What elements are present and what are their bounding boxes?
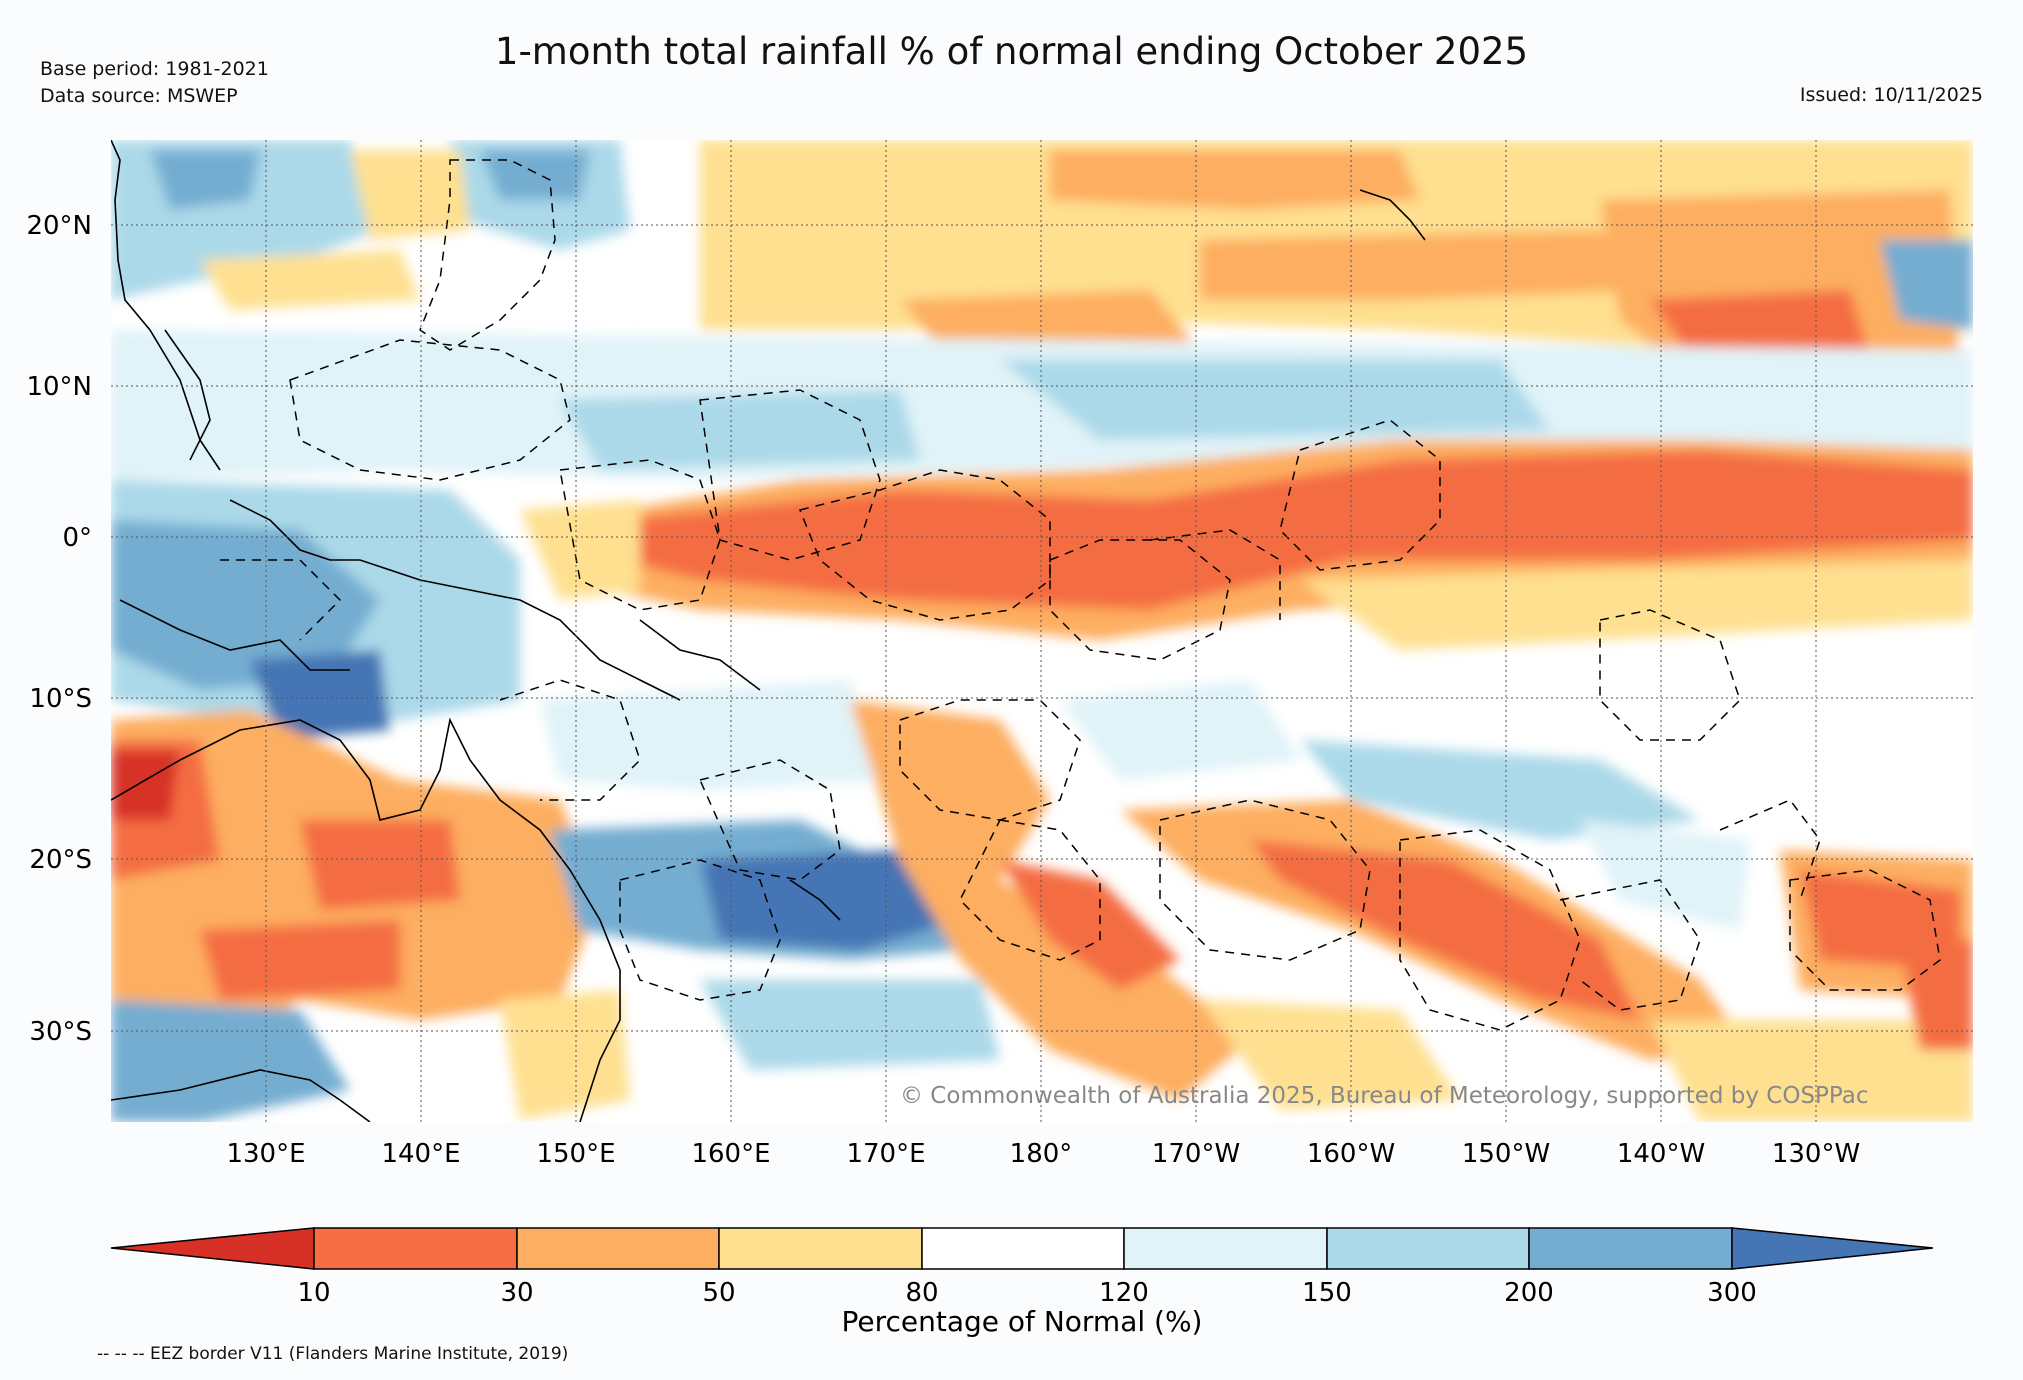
map-area: © Commonwealth of Australia 2025, Bureau…	[111, 140, 1973, 1122]
longitude-labels: 130°E 140°E 150°E 160°E 170°E 180° 170°W…	[226, 1139, 1860, 1169]
colorbar-segment	[921, 1227, 1125, 1270]
lon-label: 170°E	[846, 1139, 925, 1169]
lon-label: 170°W	[1152, 1139, 1240, 1169]
colorbar-segment	[516, 1227, 720, 1270]
data-source: Data source: MSWEP	[40, 85, 238, 107]
page-title: 1-month total rainfall % of normal endin…	[494, 30, 1529, 73]
map-metadata: Base period: 1981-2021 Data source: MSWE…	[40, 56, 269, 110]
colorbar-tick: 200	[1504, 1278, 1554, 1308]
colorbar-extend-low	[110, 1227, 315, 1270]
lat-label: 10°N	[26, 372, 92, 402]
colorbar-segment	[1528, 1227, 1733, 1270]
colorbar-segment	[1123, 1227, 1328, 1270]
colorbar	[110, 1227, 1934, 1270]
lat-label: 0°	[62, 523, 92, 553]
colorbar-ticks: 10 30 50 80 120 150 200 300	[297, 1278, 1756, 1308]
graticule	[111, 140, 1973, 1122]
lon-label: 130°W	[1772, 1139, 1860, 1169]
lat-label: 20°N	[26, 211, 92, 241]
colorbar-extend-high	[1731, 1227, 1934, 1270]
lon-label: 160°W	[1307, 1139, 1395, 1169]
colorbar-segment	[313, 1227, 518, 1270]
base-period: Base period: 1981-2021	[40, 58, 269, 80]
lon-label: 140°W	[1617, 1139, 1705, 1169]
lon-label: 160°E	[691, 1139, 770, 1169]
lon-label: 130°E	[226, 1139, 305, 1169]
colorbar-tick: 50	[702, 1278, 735, 1308]
colorbar-segment	[1326, 1227, 1530, 1270]
colorbar-tick: 150	[1302, 1278, 1352, 1308]
lat-label: 10°S	[29, 684, 92, 714]
lon-label: 150°E	[536, 1139, 615, 1169]
copyright-text: © Commonwealth of Australia 2025, Bureau…	[900, 1083, 1869, 1109]
colorbar-title: Percentage of Normal (%)	[842, 1305, 1203, 1338]
colorbar-segment	[718, 1227, 923, 1270]
lon-label: 140°E	[381, 1139, 460, 1169]
eez-legend-note: -- -- -- EEZ border V11 (Flanders Marine…	[97, 1344, 569, 1364]
coastlines	[111, 140, 1426, 1122]
latitude-labels: 20°N 10°N 0° 10°S 20°S 30°S	[26, 211, 92, 1047]
lat-label: 30°S	[29, 1017, 92, 1047]
colorbar-tick: 120	[1099, 1278, 1149, 1308]
lat-label: 20°S	[29, 845, 92, 875]
colorbar-tick: 300	[1707, 1278, 1757, 1308]
colorbar-tick: 10	[297, 1278, 330, 1308]
colorbar-tick: 30	[500, 1278, 533, 1308]
rainfall-fill-layer	[111, 140, 1973, 1122]
lon-label: 180°	[1010, 1139, 1073, 1169]
colorbar-tick: 80	[905, 1278, 938, 1308]
lon-label: 150°W	[1462, 1139, 1550, 1169]
issued-date: Issued: 10/11/2025	[1799, 84, 1983, 106]
